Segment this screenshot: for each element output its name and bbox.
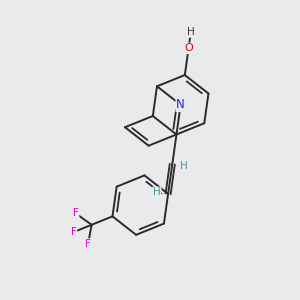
Text: N: N bbox=[176, 98, 185, 111]
Text: H: H bbox=[187, 27, 195, 37]
Text: F: F bbox=[73, 208, 79, 218]
Text: H: H bbox=[153, 187, 161, 197]
Text: F: F bbox=[85, 239, 91, 249]
Text: H: H bbox=[180, 161, 188, 171]
Text: O: O bbox=[184, 43, 193, 53]
Text: F: F bbox=[70, 227, 76, 237]
